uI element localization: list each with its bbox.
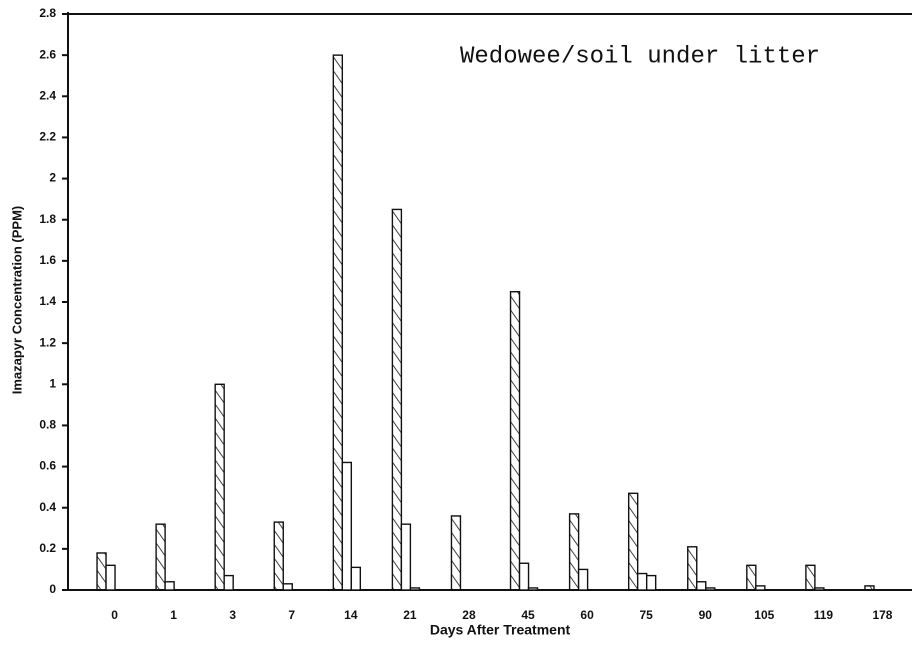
y-tick-label: 0 bbox=[49, 582, 56, 596]
y-tick-label: 2.6 bbox=[39, 47, 56, 61]
y-tick-label: 1 bbox=[49, 376, 56, 390]
x-tick-label: 7 bbox=[288, 608, 295, 622]
bar bbox=[282, 583, 293, 591]
bar bbox=[223, 574, 234, 591]
y-tick-label: 1.4 bbox=[39, 294, 56, 308]
x-tick-label: 1 bbox=[170, 608, 177, 622]
x-tick-label: 3 bbox=[229, 608, 236, 622]
y-tick-label: 2 bbox=[49, 171, 56, 185]
bar bbox=[746, 564, 757, 591]
bar bbox=[864, 585, 875, 591]
bar bbox=[391, 208, 403, 591]
bar bbox=[518, 562, 530, 591]
bar bbox=[645, 574, 657, 591]
x-tick-label: 21 bbox=[403, 608, 417, 622]
x-axis-label: Days After Treatment bbox=[430, 622, 571, 638]
y-tick-label: 1.6 bbox=[39, 253, 56, 267]
x-tick-label: 105 bbox=[754, 608, 774, 622]
bar bbox=[350, 566, 362, 591]
x-tick-label: 0 bbox=[111, 608, 118, 622]
bar bbox=[805, 564, 816, 591]
x-tick-label: 45 bbox=[521, 608, 535, 622]
bar bbox=[96, 552, 107, 591]
y-tick-label: 0.6 bbox=[39, 459, 56, 473]
x-tick-label: 119 bbox=[814, 608, 834, 622]
y-tick-label: 0.2 bbox=[39, 541, 56, 555]
bar bbox=[577, 568, 589, 591]
bar bbox=[696, 581, 707, 591]
x-tick-label: 90 bbox=[699, 608, 713, 622]
bar bbox=[814, 587, 825, 591]
x-tick-label: 178 bbox=[872, 608, 892, 622]
x-tick-label: 75 bbox=[639, 608, 653, 622]
bar bbox=[527, 587, 539, 591]
bar bbox=[687, 546, 698, 591]
x-tick-label: 14 bbox=[344, 608, 358, 622]
bar bbox=[164, 581, 175, 591]
y-tick-label: 2.4 bbox=[39, 88, 56, 102]
y-tick-label: 0.4 bbox=[39, 500, 56, 514]
bar bbox=[341, 461, 353, 591]
y-axis-label: Imazapyr Concentration (PPM) bbox=[9, 206, 24, 395]
bar bbox=[409, 587, 421, 591]
y-tick-label: 1.2 bbox=[39, 335, 56, 349]
bar bbox=[450, 515, 462, 591]
x-tick-label: 28 bbox=[462, 608, 476, 622]
x-tick-label: 60 bbox=[580, 608, 594, 622]
bar bbox=[105, 564, 116, 591]
bar bbox=[509, 291, 521, 591]
bar bbox=[705, 587, 716, 591]
y-tick-label: 0.8 bbox=[39, 418, 56, 432]
y-tick-label: 2.8 bbox=[39, 6, 56, 20]
y-tick-label: 1.8 bbox=[39, 212, 56, 226]
bar bbox=[568, 513, 580, 591]
bar bbox=[627, 492, 639, 591]
bar bbox=[400, 523, 412, 591]
bar bbox=[214, 383, 225, 591]
bar bbox=[755, 585, 766, 591]
annotation: Wedowee/soil under litter bbox=[460, 43, 820, 70]
bar bbox=[273, 521, 284, 591]
y-tick-label: 2.2 bbox=[39, 130, 56, 144]
bar bbox=[636, 572, 648, 591]
bar bbox=[155, 523, 166, 591]
bar bbox=[332, 54, 344, 591]
